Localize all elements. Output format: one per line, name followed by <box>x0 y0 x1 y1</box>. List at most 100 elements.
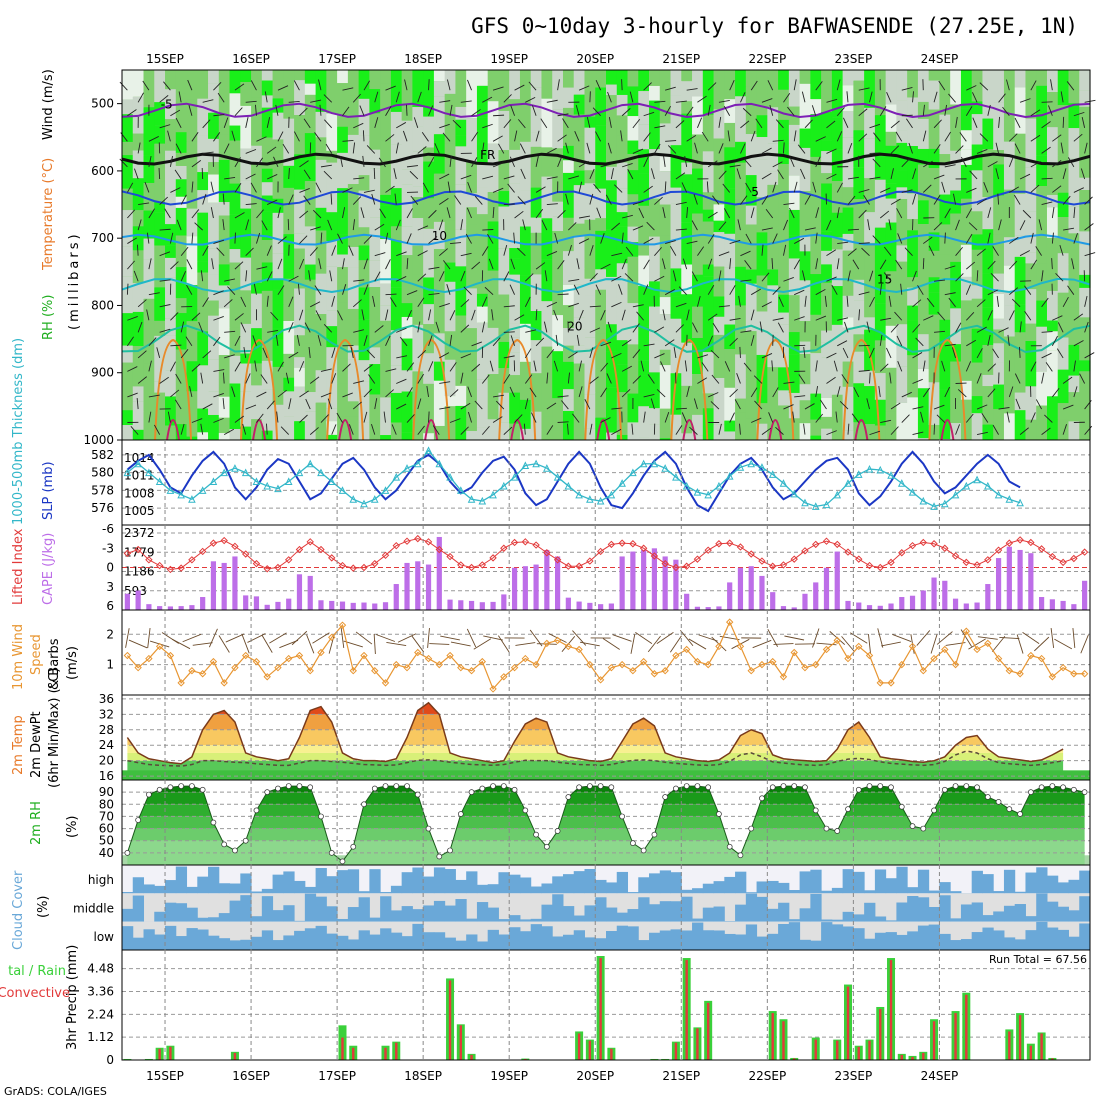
rh-cell <box>369 217 381 261</box>
cloud-cell <box>251 891 263 894</box>
wind-barb <box>308 346 311 358</box>
cape-bar <box>243 595 249 610</box>
wind-barb <box>968 222 978 231</box>
wind-speed-marker <box>844 654 852 663</box>
wind-barb <box>217 92 225 103</box>
cloud-cell <box>842 911 854 922</box>
wind-barb <box>1051 207 1055 219</box>
wind-barb <box>175 373 182 384</box>
rh-cell <box>498 294 510 342</box>
wind-barb <box>310 301 321 308</box>
cloud-cell <box>337 870 349 894</box>
cape-bar <box>619 556 625 610</box>
rh-cell <box>175 207 188 236</box>
wind-barb <box>1041 177 1053 180</box>
cape-bar <box>157 606 163 610</box>
precip-convective-bar <box>868 1040 871 1060</box>
cloud-cell <box>390 932 403 950</box>
rh-cell <box>315 273 327 315</box>
rh-cell <box>143 259 155 299</box>
wind-barb <box>729 258 732 270</box>
surface-wind-barb <box>960 629 972 647</box>
wind-barb <box>944 292 956 296</box>
wind-barb <box>250 80 257 91</box>
precip-tick: 0 <box>106 1053 114 1067</box>
wind-barb <box>654 247 662 256</box>
wind-barb <box>402 130 408 142</box>
cloud-cell <box>1025 916 1037 922</box>
wind-barb <box>1019 321 1022 333</box>
cloud-cell <box>530 886 542 894</box>
rh-cell <box>294 134 306 155</box>
rh-marker <box>855 786 862 793</box>
rh-cell <box>197 212 209 262</box>
wind-speed-marker <box>779 673 788 681</box>
rh-cell <box>649 236 661 282</box>
cloud-cell <box>132 937 145 950</box>
rh-cell <box>670 373 682 415</box>
rh-cell <box>799 423 811 440</box>
wind-barb <box>765 208 774 219</box>
rh-cell <box>896 199 908 246</box>
chart-title: GFS 0~10day 3-hourly for BAFWASENDE (27.… <box>471 14 1078 38</box>
rh-cell <box>874 425 887 440</box>
wind-barb <box>965 311 975 321</box>
rh-cell <box>573 136 586 171</box>
wind-barb <box>213 316 224 321</box>
rh-cell <box>971 249 984 266</box>
rh-cell <box>229 355 241 384</box>
wind-barb <box>342 392 353 398</box>
rh-cell <box>498 422 510 440</box>
wind-barb <box>134 168 139 180</box>
wind-barb <box>525 329 537 333</box>
precip-convective-bar <box>352 1047 355 1060</box>
wind-barb <box>546 402 557 410</box>
rh-cell <box>165 370 177 397</box>
rh-cell <box>778 324 790 368</box>
wind-barb <box>656 389 666 398</box>
rh-cell <box>186 391 198 437</box>
wind-barb <box>990 272 999 282</box>
rh-cell <box>143 238 155 260</box>
wind-speed-marker <box>941 645 949 654</box>
wind-barb <box>174 169 182 180</box>
wind-barb <box>350 347 354 359</box>
wind-barb <box>1052 387 1060 398</box>
rh-cell <box>767 143 779 172</box>
rh-cell <box>261 195 274 212</box>
wind-barb <box>944 265 956 270</box>
precip-tick: 2.24 <box>87 1007 114 1021</box>
wind-barb <box>449 389 459 398</box>
wind-barb <box>299 210 309 219</box>
wind-barb <box>804 194 811 205</box>
instability-contour <box>940 419 955 441</box>
wind-barb <box>589 376 599 384</box>
rh-cell <box>917 262 930 295</box>
wind-barb <box>1073 133 1083 142</box>
rh-cell <box>154 259 166 288</box>
rh-cell <box>261 225 274 240</box>
rh-cell <box>681 264 693 295</box>
cloud-cell <box>347 907 360 922</box>
wind-barb <box>933 404 945 410</box>
wind-barb <box>454 195 462 205</box>
wind-barb <box>745 182 752 193</box>
rh-cell <box>476 85 489 118</box>
wind-barb <box>718 423 722 435</box>
rh-cell <box>853 422 865 440</box>
cloud-cell <box>821 922 833 950</box>
rh-cell <box>197 365 209 409</box>
wind-barb <box>514 210 524 219</box>
rh-cell <box>885 271 897 315</box>
wind-barb <box>729 164 741 168</box>
rh-cell <box>842 430 854 440</box>
wind-barb <box>503 305 515 308</box>
wind-barb <box>189 386 193 398</box>
precip-convective-bar <box>233 1052 237 1060</box>
rh-cell <box>831 394 844 440</box>
wind-barb <box>363 411 368 423</box>
rh-cell <box>272 279 284 290</box>
wind-barb <box>460 252 472 257</box>
rh-cell <box>294 357 306 368</box>
rh-cell <box>573 70 586 95</box>
